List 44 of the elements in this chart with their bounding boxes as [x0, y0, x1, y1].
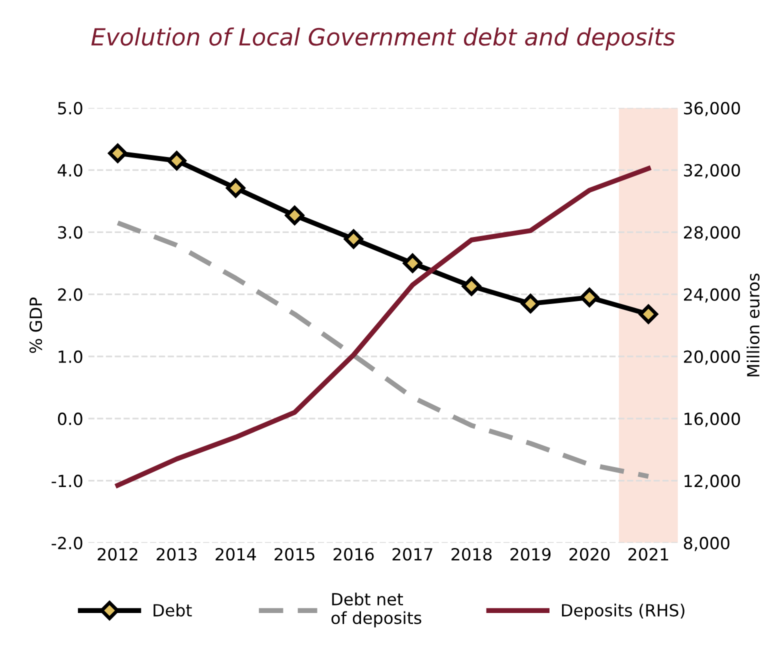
x-tick-label: 2014	[216, 548, 256, 561]
chart-title: Evolution of Local Government debt and deposits	[91, 27, 675, 50]
x-tick-label: 2021	[628, 548, 668, 561]
y-tick-label: 4.0	[58, 164, 82, 177]
point	[108, 144, 128, 163]
point	[580, 288, 600, 307]
y2-tick-label: 32,000	[684, 164, 740, 178]
line-series	[115, 166, 651, 488]
x-tick-label: 2015	[274, 548, 314, 561]
point	[167, 151, 186, 170]
y2-tick-label: 20,000	[684, 350, 740, 365]
point	[285, 206, 304, 225]
y-tick-label: -2.0	[52, 536, 82, 550]
point	[344, 229, 364, 249]
y2-axis-title: Million euros	[746, 274, 760, 376]
y2-tick-label: 16,000	[684, 412, 740, 427]
y2-tick-label: 24,000	[684, 288, 740, 303]
y-tick-label: 1.0	[58, 350, 82, 363]
y-tick-label: 5.0	[58, 102, 82, 114]
x-tick-label: 2017	[392, 548, 432, 561]
y-tick-label: 2.0	[58, 288, 82, 301]
point	[638, 304, 658, 324]
y2-tick-label: 36,000	[684, 102, 740, 116]
x-tick-label: 2012	[98, 548, 138, 561]
y2-tick-label: 12,000	[684, 474, 740, 489]
y-axis-title: % GDP	[29, 297, 42, 353]
point	[226, 178, 246, 198]
y2-tick-label: 8,000	[684, 536, 730, 552]
x-tick-label: 2020	[569, 548, 610, 561]
legend-label: Deposits (RHS)	[562, 604, 684, 620]
x-tick-label: 2016	[334, 548, 374, 561]
point	[520, 294, 540, 314]
y-tick-label: -1.0	[52, 474, 82, 488]
line-series	[115, 220, 651, 479]
x-tick-label: 2019	[510, 548, 551, 561]
legend-label: Debt	[154, 604, 192, 617]
y2-tick-label: 28,000	[684, 226, 740, 240]
point	[402, 254, 422, 273]
x-tick-label: 2018	[452, 548, 492, 561]
y-tick-label: 0.0	[58, 412, 82, 426]
x-tick-label: 2013	[156, 548, 197, 561]
point	[462, 276, 482, 296]
legend-label: Debt net of deposits	[331, 592, 422, 628]
y-tick-label: 3.0	[58, 226, 82, 239]
